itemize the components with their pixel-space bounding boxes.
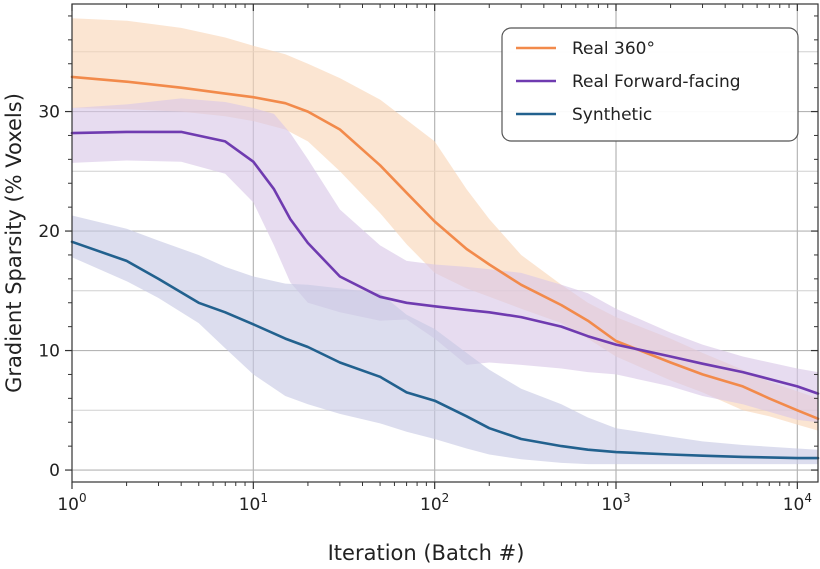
x-tick-label: 103 [601,491,630,515]
x-tick-label: 102 [420,491,449,515]
line-real-360 [70,75,820,421]
legend-label-real-360: Real 360° [572,39,655,59]
tick-labels: 100 101 102 103 104 0 10 20 30 [38,103,812,515]
y-tick-label: 30 [38,103,60,123]
legend-label-synthetic: Synthetic [572,105,652,125]
legend-box [501,27,799,142]
y-tick-label: 10 [38,342,60,362]
x-tick-label: 101 [239,491,268,515]
y-tick-label: 20 [38,222,60,242]
x-axis-label: Iteration (Batch #) [328,541,525,565]
x-tick-label: 104 [783,491,812,515]
plot-frame [71,3,819,483]
band-real-forward-facing [72,98,818,423]
series-lines [70,75,820,460]
legend: Real 360° Real Forward-facing Synthetic [501,27,799,142]
axes [65,3,819,489]
line-synthetic [70,240,820,460]
band-synthetic [72,215,818,465]
y-tick-label: 0 [49,461,60,481]
y-axis-label: Gradient Sparsity (% Voxels) [2,93,26,393]
confidence-bands [72,18,818,465]
x-tick-label: 100 [57,491,86,515]
line-real-forward-facing [70,130,820,395]
legend-label-real-forward-facing: Real Forward-facing [572,72,741,92]
